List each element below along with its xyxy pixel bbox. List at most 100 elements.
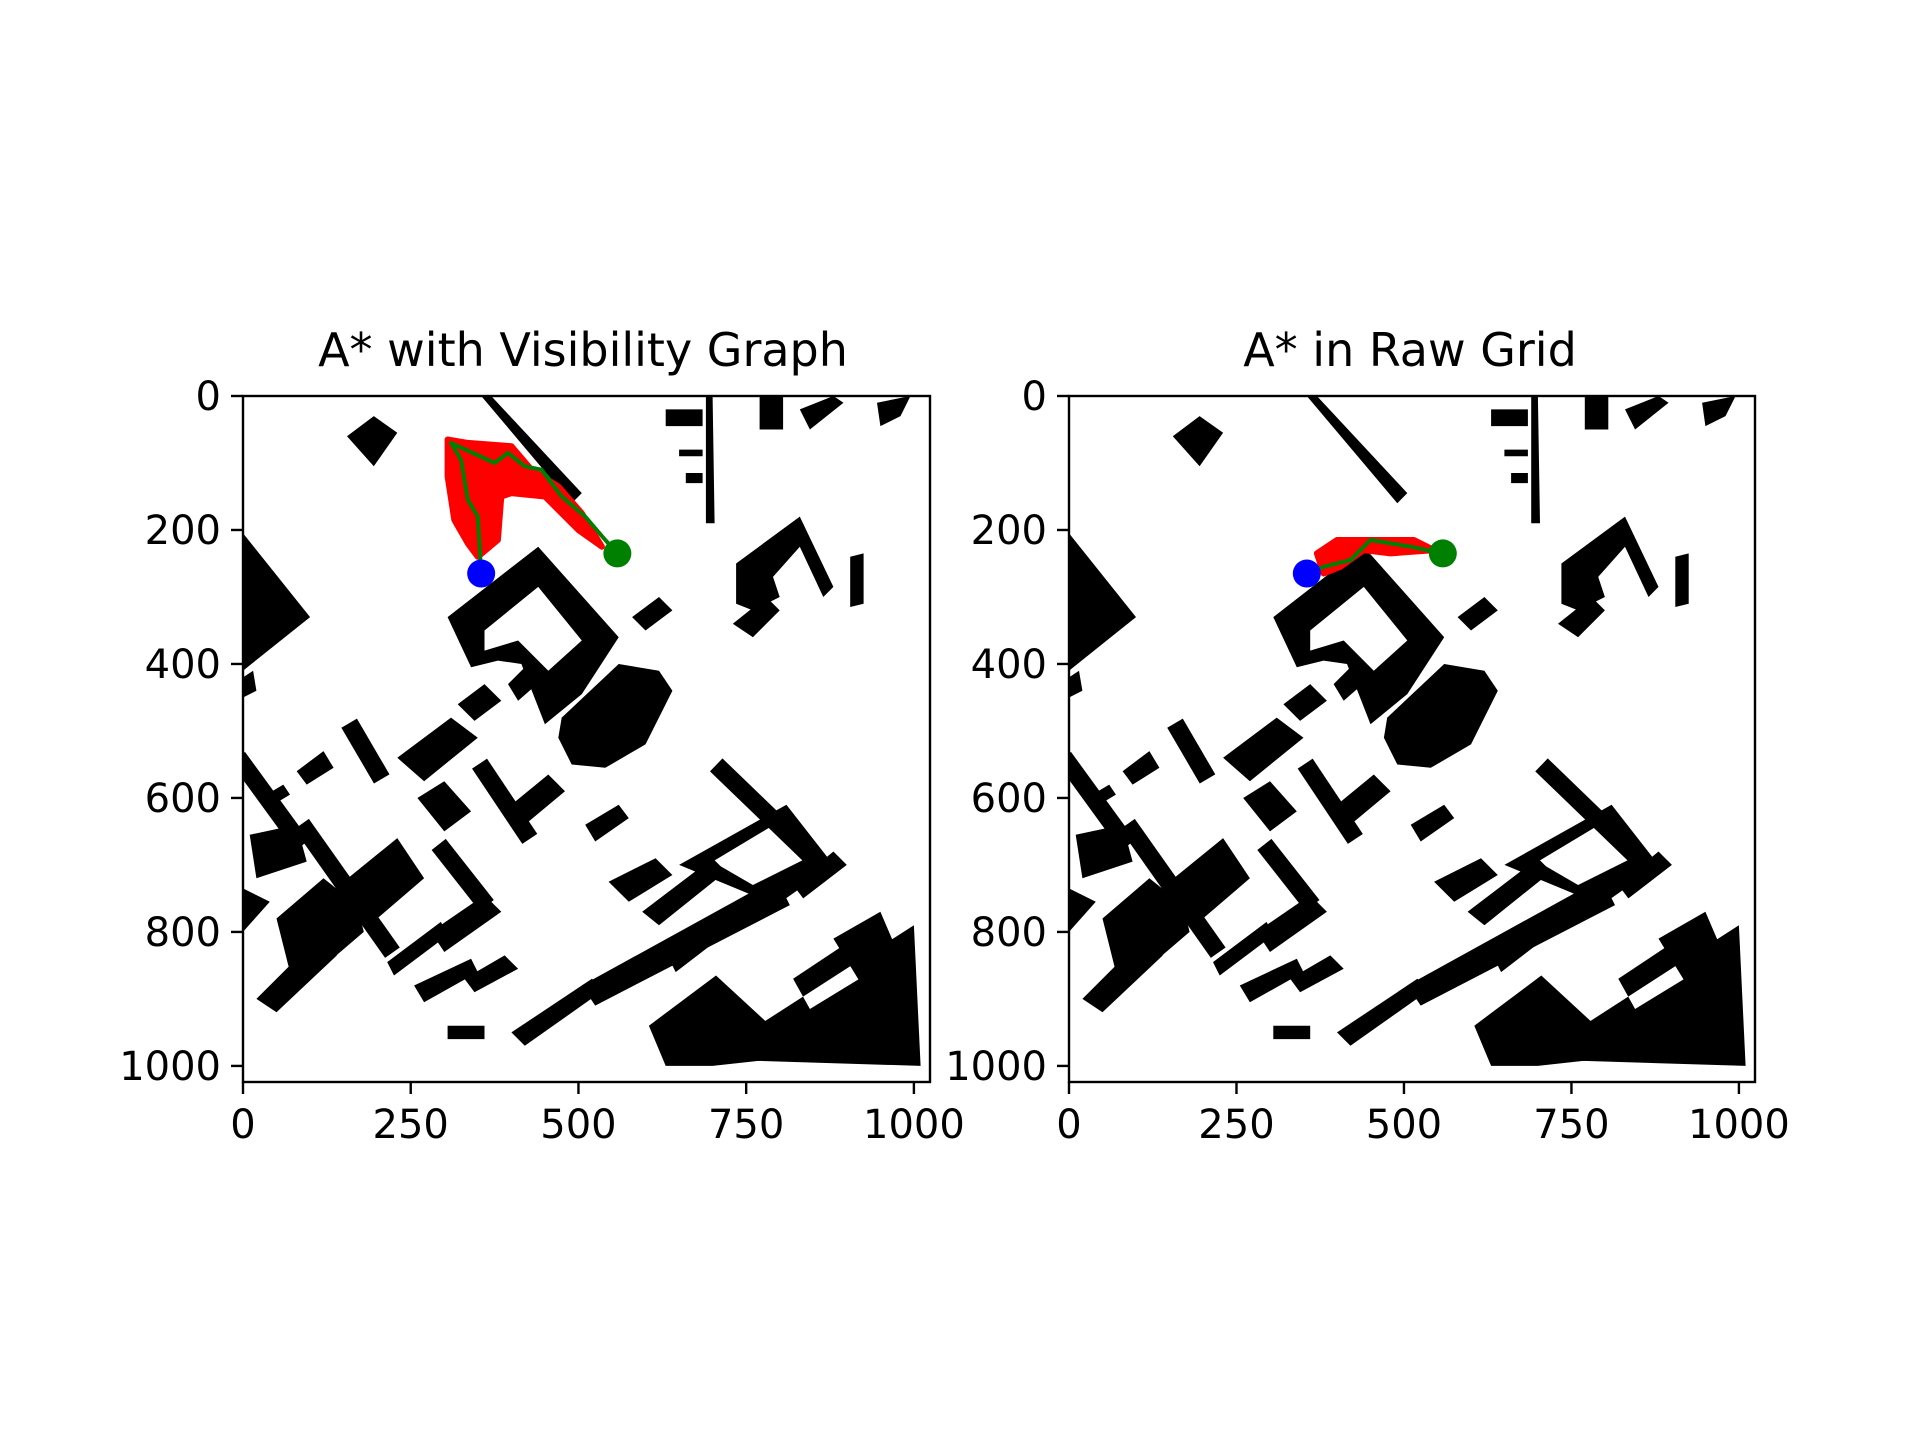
x-tick-label: 250 [373, 1102, 449, 1148]
obstacle-building [472, 758, 538, 844]
obstacle-building [387, 921, 448, 976]
y-tick-label: 0 [1022, 374, 1047, 420]
obstacle-building [558, 664, 673, 768]
obstacle-building [736, 516, 834, 611]
obstacle-building [1584, 396, 1609, 430]
y-tick-label: 0 [196, 374, 221, 420]
explored-area [444, 436, 605, 560]
x-tick-label: 0 [1056, 1102, 1081, 1148]
x-tick-label: 1000 [1688, 1102, 1790, 1148]
explored-region [1313, 537, 1438, 577]
x-tick-label: 500 [1366, 1102, 1442, 1148]
obstacle-building [1625, 396, 1669, 430]
y-ticks: 0 200 400 600 800 1000 [119, 374, 243, 1090]
obstacle-building [685, 473, 703, 484]
obstacle-building [705, 925, 921, 1066]
start-marker [1292, 559, 1321, 588]
obstacle-building [1223, 717, 1304, 782]
axes-frame [241, 394, 932, 1084]
obstacle-building [1337, 774, 1391, 825]
y-tick-label: 400 [145, 642, 221, 688]
obstacle-map [243, 396, 921, 1066]
obstacle-building [1407, 878, 1615, 1006]
path-line [449, 440, 619, 574]
obstacle-building [850, 553, 864, 607]
obstacle-building [1273, 1025, 1311, 1040]
obstacle-building [1069, 670, 1083, 698]
obstacle-map [1069, 396, 1746, 1066]
obstacle-building [414, 958, 478, 1003]
obstacle-building [1120, 818, 1226, 958]
obstacle-building [581, 878, 790, 1006]
obstacle-building [397, 717, 478, 782]
goal-marker [603, 539, 632, 568]
obstacle-building [294, 818, 400, 958]
obstacle-building [1257, 838, 1320, 912]
obstacle-building [511, 774, 565, 825]
obstacle-building [1167, 718, 1216, 784]
obstacle-building [1069, 751, 1136, 851]
obstacle-building [1702, 396, 1736, 427]
explored-region [444, 436, 605, 560]
y-tick-label: 800 [145, 910, 221, 956]
obstacle-building [1457, 597, 1498, 631]
x-tick-label: 750 [708, 1102, 784, 1148]
obstacle-building [1535, 758, 1658, 878]
obstacle-building [1504, 449, 1528, 457]
obstacle-building [243, 670, 257, 698]
obstacle-building [1306, 396, 1408, 504]
obstacle-building [430, 895, 502, 952]
obstacle-building [1561, 516, 1659, 611]
x-ticks: 0 250 500 750 1000 [230, 1082, 965, 1148]
y-tick-label: 800 [971, 910, 1047, 956]
x-ticks: 0 250 500 750 1000 [1056, 1082, 1790, 1148]
obstacle-building [296, 751, 334, 785]
obstacle-building [1491, 409, 1528, 427]
obstacle-building [759, 396, 784, 430]
obstacle-building [799, 396, 844, 430]
obstacle-building [417, 781, 472, 832]
right-panel: A* in Raw Grid 0 250 500 750 1000 0 200 400 600… [945, 323, 1790, 1148]
x-tick-label: 1000 [863, 1102, 965, 1148]
explored-area [1313, 537, 1438, 577]
y-tick-label: 200 [145, 508, 221, 554]
obstacle-building [732, 597, 780, 638]
obstacle-building [1239, 958, 1304, 1003]
x-tick-label: 0 [230, 1102, 255, 1148]
y-ticks: 0 200 400 600 800 1000 [945, 374, 1069, 1090]
obstacle-building [341, 718, 390, 784]
obstacle-building [464, 955, 519, 993]
obstacle-building [243, 751, 310, 851]
obstacle-building [1410, 804, 1455, 842]
obstacle-building [709, 758, 833, 878]
obstacle-building [1434, 858, 1498, 902]
obstacle-building [347, 416, 398, 467]
obstacle-building [1511, 473, 1528, 484]
obstacle-building [1069, 888, 1096, 932]
obstacle-building [243, 888, 270, 932]
obstacle-building [243, 533, 311, 671]
obstacle-building [705, 396, 715, 524]
left-panel: A* with Visibility Graph 0 250 500 750 1000 … [119, 323, 965, 1148]
obstacle-building [608, 858, 673, 902]
goal-marker [1428, 539, 1457, 568]
y-tick-label: 1000 [119, 1044, 221, 1090]
obstacle-building [1675, 553, 1689, 607]
obstacle-building [1082, 938, 1163, 1013]
obstacle-building [1531, 396, 1540, 524]
obstacle-building [511, 978, 606, 1046]
obstacle-building [1069, 533, 1136, 671]
obstacle-building [481, 396, 582, 504]
y-tick-label: 600 [145, 776, 221, 822]
planned-path [1306, 538, 1444, 576]
obstacle-building [1558, 597, 1605, 638]
obstacle-building [447, 1025, 485, 1040]
start-marker [467, 559, 496, 588]
x-tick-label: 750 [1533, 1102, 1609, 1148]
markers [1292, 539, 1457, 588]
obstacle-building [585, 804, 629, 842]
obstacle-building [431, 838, 494, 912]
y-tick-label: 400 [971, 642, 1047, 688]
markers [467, 539, 632, 588]
